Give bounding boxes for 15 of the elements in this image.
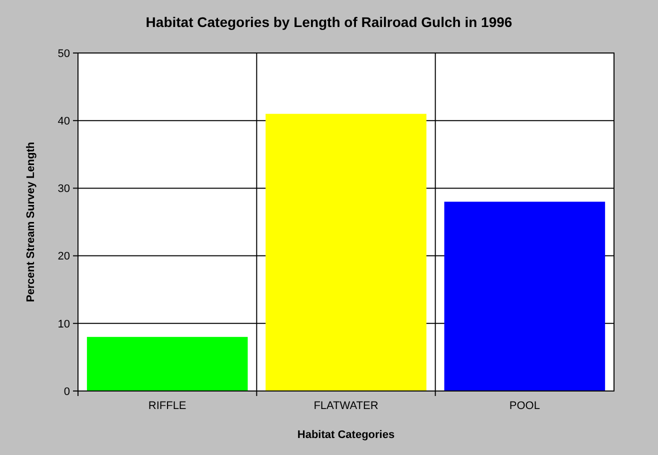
bar [266,114,426,391]
y-tick-label: 40 [58,115,70,128]
chart-title: Habitat Categories by Length of Railroad Gulch in 1996 [146,14,512,30]
y-tick-label: 20 [58,250,70,263]
y-tick-label: 10 [58,318,70,330]
x-tick-label: RIFFLE [148,400,186,412]
x-axis-title: Habitat Categories [297,429,395,441]
x-tick-label: POOL [509,400,540,412]
x-tick-label: FLATWATER [314,400,378,412]
y-tick-label: 30 [58,183,70,196]
y-tick-label: 0 [64,386,70,398]
y-tick-label: 50 [58,48,70,60]
bar [444,202,606,391]
bar [86,336,248,391]
y-axis-title: Percent Stream Survey Length [25,142,37,302]
